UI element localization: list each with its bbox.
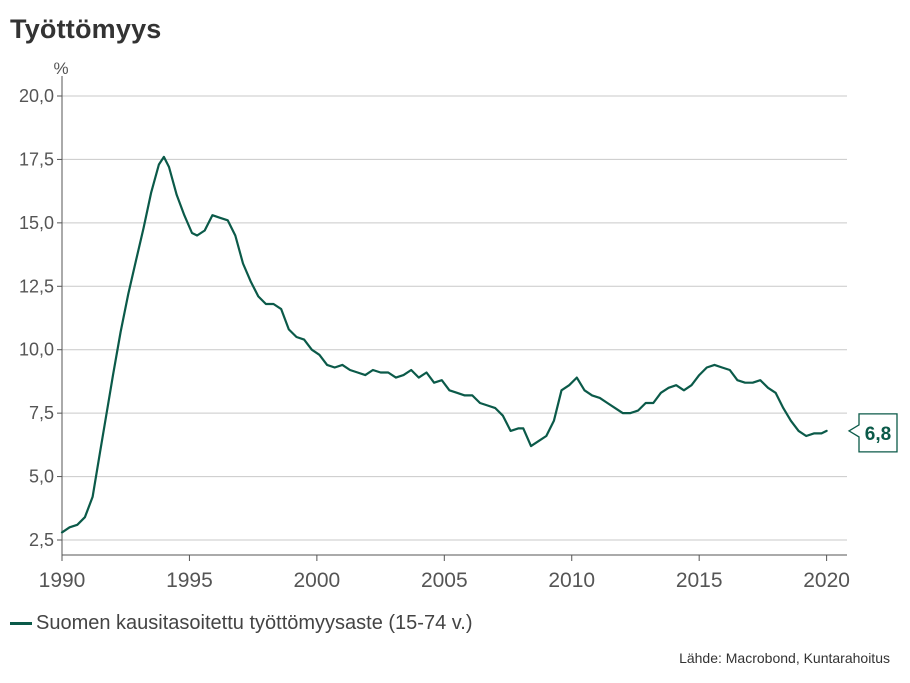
x-tick-label: 2005	[421, 569, 468, 592]
y-tick-label: 20,0	[19, 86, 54, 106]
y-tick-label: 2,5	[29, 530, 54, 550]
legend-label: Suomen kausitasoitettu työttömyysaste (1…	[36, 612, 473, 634]
y-tick-label: 12,5	[19, 276, 54, 296]
y-tick-label: 10,0	[19, 340, 54, 360]
last-value-label: 6,8	[865, 424, 891, 445]
source-note: Lähde: Macrobond, Kuntarahoitus	[679, 650, 890, 666]
y-tick-label: 5,0	[29, 467, 54, 487]
x-tick-label: 2000	[294, 569, 341, 592]
last-value-callout	[847, 413, 898, 453]
series-line	[60, 155, 828, 534]
y-tick-label: 7,5	[29, 403, 54, 423]
y-tick-label: 17,5	[19, 149, 54, 169]
y-tick-label: 15,0	[19, 213, 54, 233]
x-tick-label: 2010	[548, 569, 595, 592]
x-tick-label: 2015	[676, 569, 723, 592]
x-tick-label: 2020	[803, 569, 850, 592]
legend: Suomen kausitasoitettu työttömyysaste (1…	[10, 612, 473, 635]
chart-plot: % 2,5 5,0 7,5 10,0 12,5 15,0 17,5 20,0 1990 1995 2…	[19, 59, 898, 592]
x-tick-label: 1995	[166, 569, 213, 592]
x-tick-label: 1990	[39, 569, 86, 592]
y-axis-unit-label: %	[53, 59, 68, 78]
legend-swatch	[10, 622, 32, 625]
chart-title: Työttömyys	[10, 14, 162, 44]
